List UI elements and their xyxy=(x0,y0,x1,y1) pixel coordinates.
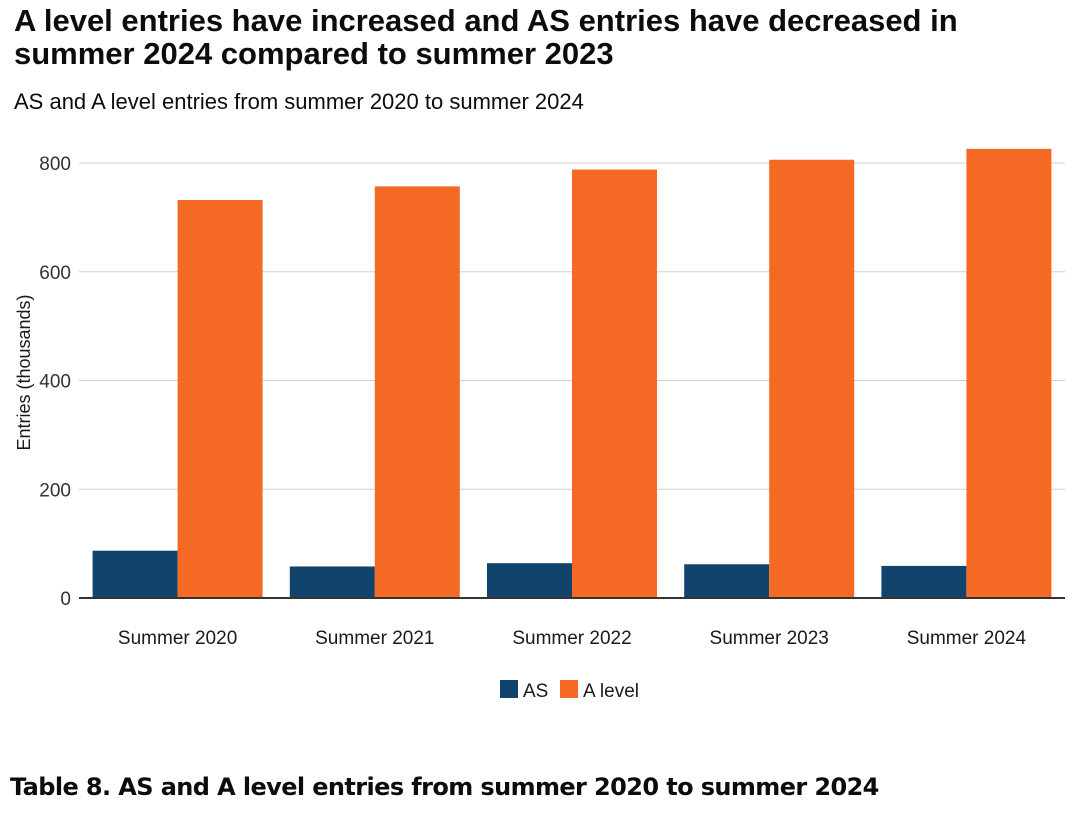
legend-swatch xyxy=(500,680,518,698)
x-category-label: Summer 2020 xyxy=(118,628,237,649)
bar-as xyxy=(487,563,572,598)
x-category-label: Summer 2024 xyxy=(907,628,1027,649)
y-tick-label: 200 xyxy=(39,480,71,501)
bar-as xyxy=(289,566,375,598)
chart-title: A level entries have increased and AS en… xyxy=(14,3,958,71)
axes: 0 200 400 600 800 Summer 2020 Summer 2021 Summe… xyxy=(14,154,1065,649)
y-tick-label: 800 xyxy=(39,154,71,175)
bar-as xyxy=(881,565,967,598)
bar-as xyxy=(92,550,178,598)
x-category-label: Summer 2021 xyxy=(315,628,434,649)
bar-a-level xyxy=(572,169,657,598)
bar-a-level xyxy=(769,159,855,599)
x-category-label: Summer 2022 xyxy=(512,628,631,649)
bar-a-level xyxy=(966,148,1052,599)
x-category-label: Summer 2023 xyxy=(710,628,829,649)
chart-subtitle: AS and A level entries from summer 2020 … xyxy=(14,89,584,114)
y-tick-label: 400 xyxy=(39,372,71,393)
legend: AS A level xyxy=(500,680,639,702)
y-tick-label: 0 xyxy=(60,589,71,610)
legend-label: AS xyxy=(523,681,548,702)
y-axis-label: Entries (thousands) xyxy=(14,294,34,450)
bars xyxy=(92,148,1052,599)
legend-swatch xyxy=(560,680,578,698)
bar-a-level xyxy=(374,186,460,598)
y-tick-label: 600 xyxy=(39,263,71,284)
table-caption: Table 8. AS and A level entries from sum… xyxy=(10,773,879,801)
bar-a-level xyxy=(177,199,263,598)
legend-label: A level xyxy=(583,681,639,702)
bar-as xyxy=(684,564,770,598)
bar-chart: 0 200 400 600 800 Summer 2020 Summer 2021 Summe… xyxy=(14,148,1065,702)
